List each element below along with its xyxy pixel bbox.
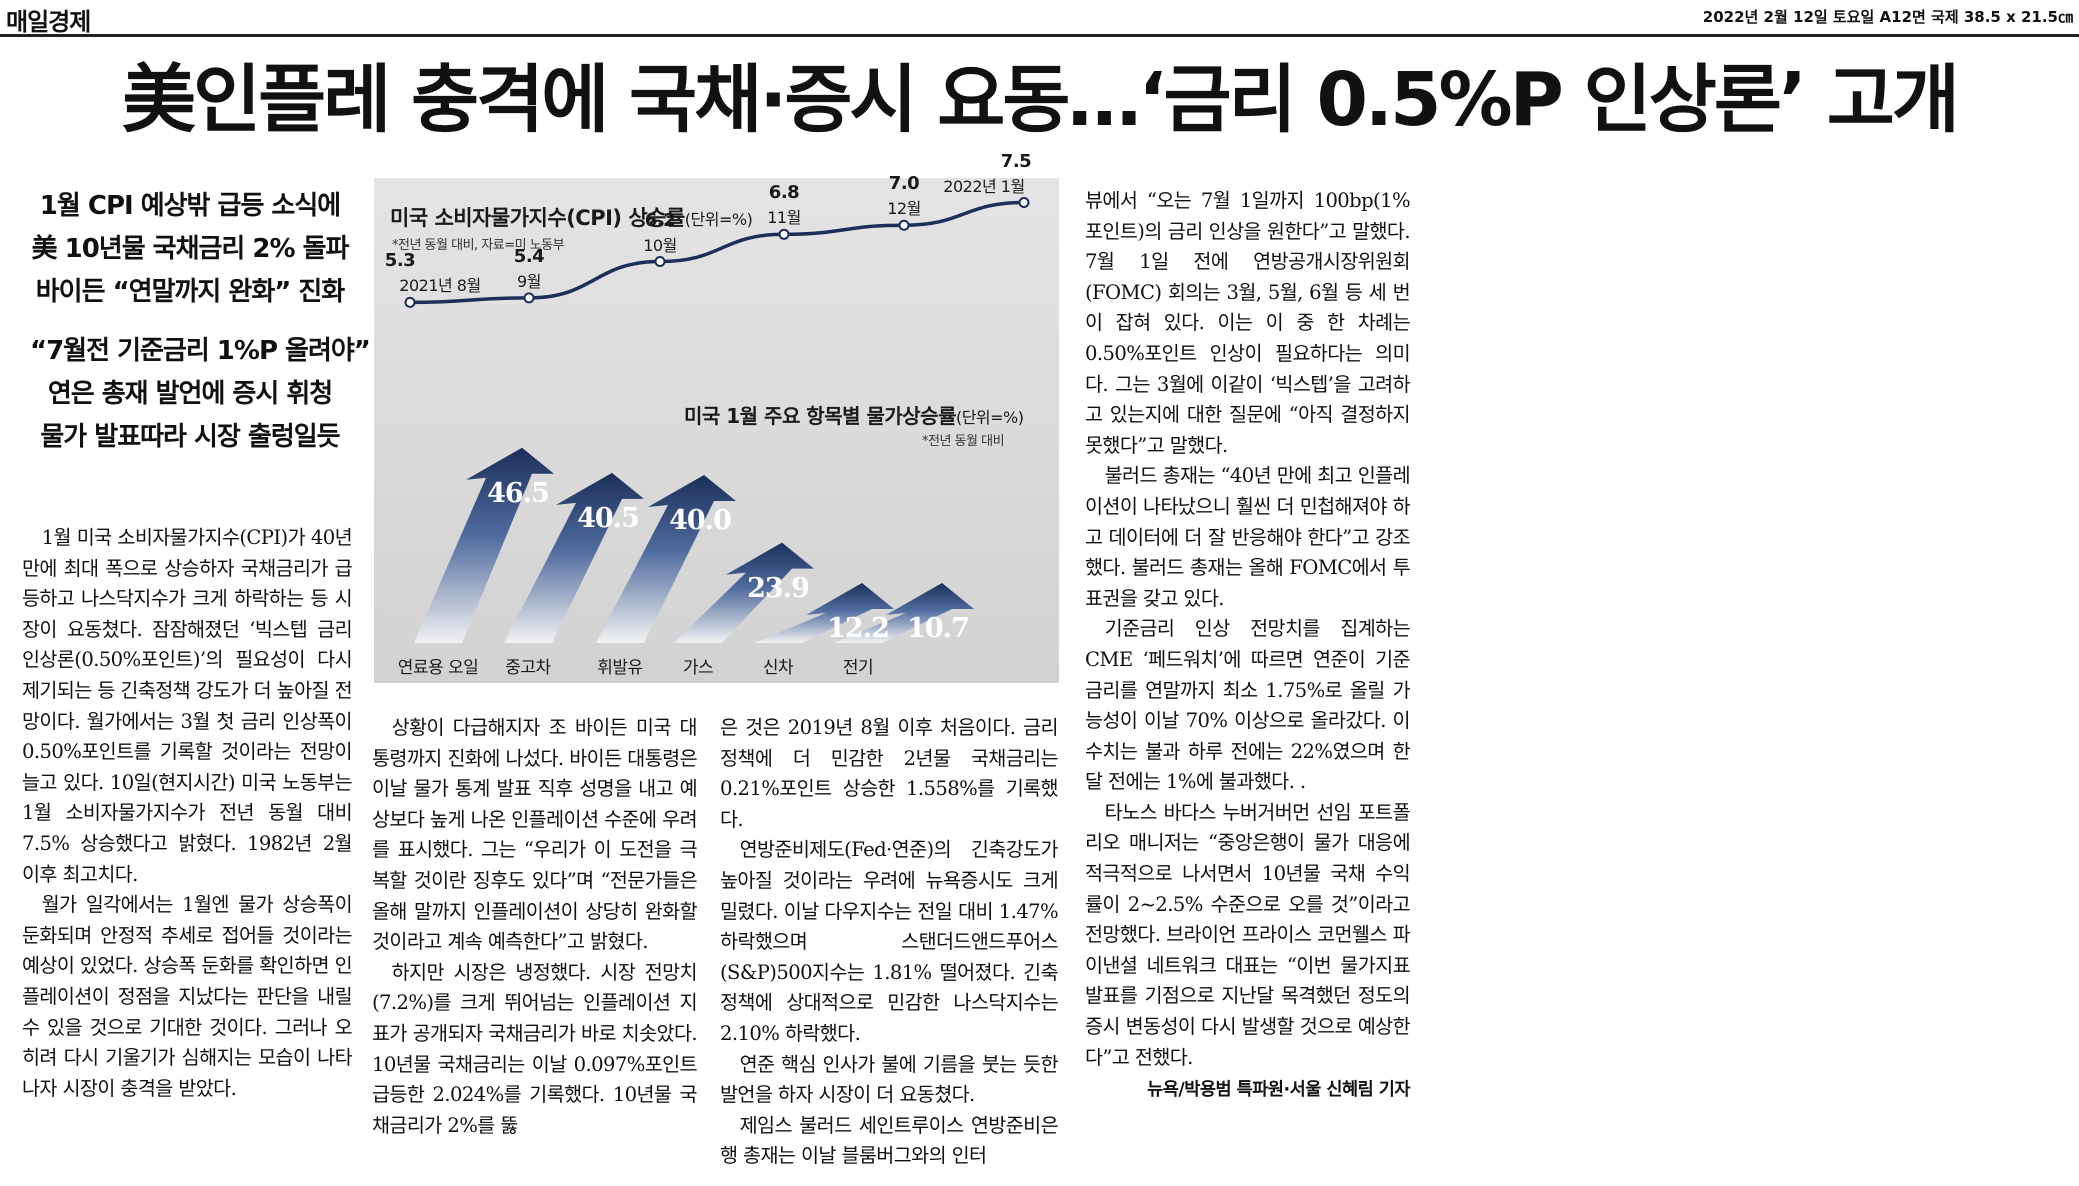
cpi-point-month: 9월: [517, 271, 541, 291]
cpi-point: [523, 292, 535, 304]
category-arrow: [414, 447, 554, 643]
paragraph: 은 것은 2019년 8월 이후 처음이다. 금리 정책에 더 민감한 2년물 …: [720, 716, 1059, 831]
paragraph: 기준금리 인상 전망치를 집계하는 CME ‘페드워치’에 따르면 연준이 기준…: [1085, 617, 1411, 794]
cpi-infographic: 미국 소비자물가지수(CPI) 상승률(단위=%) *전년 동월 대비, 자료=…: [374, 151, 1059, 683]
category-title-text: 미국 1월 주요 항목별 물가상승률: [684, 404, 956, 428]
cpi-point-month: 12월: [887, 199, 921, 219]
cpi-point-value: 5.3: [384, 250, 416, 272]
subhead-group-1: 1월 CPI 예상밖 급등 소식에 美 10년물 국채금리 2% 돌파 바이든 …: [30, 185, 350, 314]
cpi-chart-title: 미국 소비자물가지수(CPI) 상승률(단위=%): [390, 202, 753, 232]
paragraph: 월가 일각에서는 1월엔 물가 상승폭이 둔화되며 안정적 추세로 접어들 것이…: [22, 893, 353, 1100]
cpi-point: [654, 256, 666, 268]
category-name: 전기: [842, 658, 874, 678]
paragraph: 연방준비제도(Fed·연준)의 긴축강도가 높아질 것이라는 우려에 뉴욕증시도…: [720, 838, 1059, 1045]
dateline: 2022년 2월 12일 토요일 A12면 국제 38.5 x 21.5㎝: [1702, 8, 2073, 26]
category-name: 가스: [682, 658, 714, 678]
masthead: 매일경제 2022년 2월 12일 토요일 A12면 국제 38.5 x 21.…: [0, 0, 2079, 37]
newspaper-logo: 매일경제: [6, 8, 91, 36]
headline: 美인플레 충격에 국채·증시 요동…‘금리 0.5%P 인상론’ 고개: [122, 57, 1960, 143]
category-unit: (단위=%): [955, 408, 1024, 427]
cpi-point-month: 10월: [643, 235, 677, 255]
category-name: 신차: [762, 658, 794, 678]
subhead-line: 1월 CPI 예상밖 급등 소식에: [39, 191, 341, 221]
subhead-line: 美 10년물 국채금리 2% 돌파: [31, 234, 350, 264]
paragraph: 하지만 시장은 냉정했다. 시장 전망치(7.2%)를 크게 뛰어넘는 인플레이…: [372, 960, 698, 1137]
infographic-svg: [374, 178, 1059, 683]
subhead-line: “7월전 기준금리 1%P 올려야”: [30, 336, 371, 366]
cpi-point-month: 2022년 1월: [943, 176, 1025, 196]
cpi-point: [778, 228, 790, 240]
category-arrow: [674, 542, 814, 643]
category-arrow: [504, 472, 644, 643]
category-value: 23.9: [747, 572, 810, 604]
cpi-point-value: 5.4: [513, 245, 545, 267]
paragraph: 제임스 불러드 세인트루이스 연방준비은행 총재는 이날 블룸버그와의 인터: [720, 1113, 1059, 1168]
paragraph: 뷰에서 “오는 7월 1일까지 100bp(1%포인트)의 금리 인상을 원한다…: [1085, 189, 1411, 457]
category-arrow: [834, 583, 974, 643]
category-value: 10.7: [907, 613, 970, 644]
category-arrow: [596, 475, 736, 643]
paragraph: 상황이 다급해지자 조 바이든 미국 대통령까지 진화에 나섰다. 바이든 대통…: [372, 716, 698, 954]
article-column-4: 뷰에서 “오는 7월 1일까지 100bp(1%포인트)의 금리 인상을 원한다…: [1085, 186, 1411, 1106]
category-arrow: [754, 583, 894, 643]
paragraph: 1월 미국 소비자물가지수(CPI)가 40년 만에 최대 폭으로 상승하자 국…: [22, 526, 353, 886]
cpi-point-value: 6.8: [768, 182, 800, 204]
subhead-line: 물가 발표따라 시장 출렁일듯: [40, 422, 340, 452]
category-name: 연료용 오일: [397, 658, 479, 678]
cpi-point-value: 7.5: [1000, 150, 1032, 172]
category-value: 12.2: [827, 613, 890, 644]
paragraph: 불러드 총재는 “40년 만에 최고 인플레이션이 나타났으니 훨씬 더 민첩해…: [1085, 464, 1411, 610]
article-column-1: 1월 미국 소비자물가지수(CPI)가 40년 만에 최대 폭으로 상승하자 국…: [22, 523, 353, 1104]
cpi-point-value: 7.0: [888, 173, 920, 195]
byline: 뉴욕/박용범 특파원·서울 신혜림 기자: [1147, 1080, 1410, 1101]
cpi-note: *전년 동월 대비, 자료=미 노동부: [392, 238, 565, 253]
category-note: *전년 동월 대비: [922, 434, 1005, 449]
category-value: 46.5: [487, 477, 550, 509]
category-name: 중고차: [505, 658, 551, 678]
category-name: 휘발유: [597, 658, 643, 678]
paragraph: 타노스 바다스 누버거버먼 선임 포트폴리오 매니저는 “중앙은행이 물가 대응…: [1085, 800, 1411, 1069]
cpi-point-month: 2021년 8월: [399, 276, 481, 296]
category-value: 40.5: [577, 502, 640, 534]
cpi-unit: (단위=%): [684, 210, 753, 229]
cpi-line-layer: [404, 197, 1030, 308]
subhead-line: 바이든 “연말까지 완화” 진화: [35, 277, 345, 307]
cpi-point-value: 6.2: [644, 209, 676, 231]
subheads: 1월 CPI 예상밖 급등 소식에 美 10년물 국채금리 2% 돌파 바이든 …: [30, 185, 371, 459]
article-column-2: 상황이 다급해지자 조 바이든 미국 대통령까지 진화에 나섰다. 바이든 대통…: [372, 713, 698, 1141]
cpi-title-text: 미국 소비자물가지수(CPI) 상승률: [390, 206, 685, 230]
article-column-3: 은 것은 2019년 8월 이후 처음이다. 금리 정책에 더 민감한 2년물 …: [720, 713, 1059, 1172]
cpi-line: [409, 200, 1025, 305]
paragraph: 연준 핵심 인사가 불에 기름을 붓는 듯한 발언을 하자 시장이 더 요동쳤다…: [720, 1052, 1059, 1107]
cpi-point: [1018, 197, 1030, 209]
category-value: 40.0: [669, 505, 732, 536]
cpi-point: [898, 219, 910, 231]
subhead-group-2: “7월전 기준금리 1%P 올려야” 연은 총재 발언에 증시 휘청 물가 발표…: [30, 330, 371, 459]
cpi-point-month: 11월: [767, 208, 801, 228]
cpi-point: [404, 296, 416, 308]
subhead-line: 연은 총재 발언에 증시 휘청: [47, 379, 333, 409]
category-chart-title: 미국 1월 주요 항목별 물가상승률(단위=%): [684, 400, 1024, 429]
category-arrow-layer: [414, 447, 974, 643]
